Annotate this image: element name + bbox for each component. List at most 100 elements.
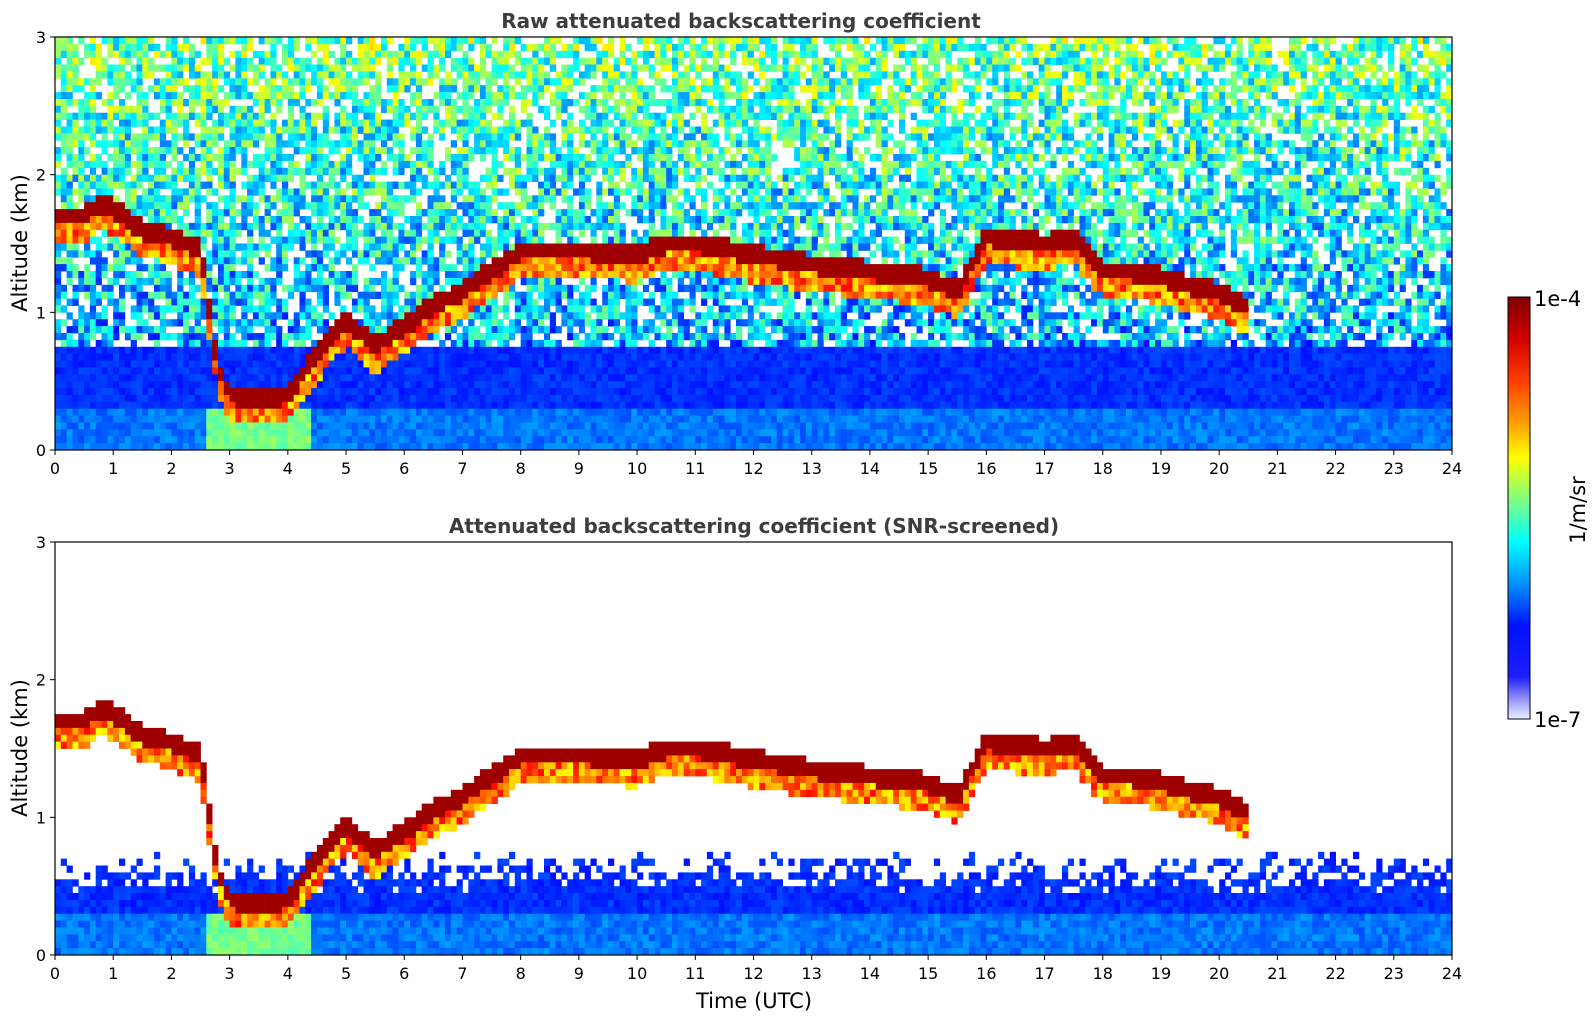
heat-cell xyxy=(357,394,364,403)
heat-cell xyxy=(322,250,329,258)
heat-cell xyxy=(474,119,481,127)
heat-cell xyxy=(293,140,300,148)
heat-cell xyxy=(78,99,85,107)
heat-cell xyxy=(433,291,440,299)
heat-cell xyxy=(264,195,271,203)
heat-cell xyxy=(497,126,504,134)
heat-cell xyxy=(357,37,364,45)
heat-cell xyxy=(445,305,452,313)
heat-cell xyxy=(608,119,615,127)
heat-cell xyxy=(177,388,184,396)
heat-cell xyxy=(561,209,568,217)
heat-cell xyxy=(136,436,143,444)
heat-cell xyxy=(252,181,260,189)
heat-cell xyxy=(625,339,632,348)
heat-cell xyxy=(514,436,521,444)
heat-cell xyxy=(468,216,475,224)
heat-cell xyxy=(229,443,236,451)
heat-cell xyxy=(415,401,423,410)
heat-cell xyxy=(78,360,85,368)
heat-cell xyxy=(410,408,417,416)
heat-cell xyxy=(404,326,411,334)
heat-cell xyxy=(410,346,417,355)
heat-cell xyxy=(299,181,306,189)
heat-cell xyxy=(561,394,568,403)
heat-cell xyxy=(468,339,475,348)
heat-cell xyxy=(200,37,207,45)
heat-cell xyxy=(578,264,586,272)
heat-cell xyxy=(479,37,487,45)
heat-cell xyxy=(55,105,62,114)
heat-cell xyxy=(503,436,510,444)
heat-cell xyxy=(450,119,457,127)
heat-cell xyxy=(95,188,102,196)
heat-cell xyxy=(509,71,516,79)
heat-cell xyxy=(613,312,620,320)
heat-cell xyxy=(578,339,586,348)
heat-cell xyxy=(398,236,405,244)
heat-cell xyxy=(439,284,446,293)
heat-cell xyxy=(72,415,79,423)
heat-cell xyxy=(468,43,475,52)
heat-cell xyxy=(462,112,469,120)
heat-cell xyxy=(509,209,516,217)
heat-cell xyxy=(305,43,312,52)
heat-cell xyxy=(625,388,632,396)
heat-cell xyxy=(479,319,487,327)
heat-cell xyxy=(474,71,481,79)
heat-cell xyxy=(596,408,603,416)
heat-cell xyxy=(357,298,364,306)
heat-cell xyxy=(258,367,265,375)
heat-cell xyxy=(421,174,428,182)
heat-cell xyxy=(613,305,620,313)
heat-cell xyxy=(84,415,91,423)
heat-cell xyxy=(520,339,527,348)
heat-cell xyxy=(282,195,289,203)
heat-cell xyxy=(276,326,283,334)
heat-cell xyxy=(427,105,434,114)
heat-cell xyxy=(456,126,463,134)
heat-cell xyxy=(212,57,219,65)
heat-cell xyxy=(415,264,423,272)
heat-cell xyxy=(119,298,126,306)
heat-cell xyxy=(218,339,225,348)
heat-cell xyxy=(223,147,230,155)
heat-cell xyxy=(72,422,79,430)
heat-cell xyxy=(66,415,73,423)
heat-cell xyxy=(375,339,382,348)
heat-cell xyxy=(608,291,615,299)
heat-cell xyxy=(171,333,178,341)
heat-cell xyxy=(328,367,335,375)
heat-cell xyxy=(270,222,277,231)
heat-cell xyxy=(363,374,370,382)
heat-cell xyxy=(212,415,219,423)
heat-cell xyxy=(218,50,225,59)
heat-cell xyxy=(206,222,213,231)
heat-cell xyxy=(433,394,440,403)
heat-cell xyxy=(427,367,434,375)
heat-cell xyxy=(514,394,521,403)
heat-cell xyxy=(410,277,417,286)
heat-cell xyxy=(427,388,434,396)
heat-cell xyxy=(252,353,260,361)
heat-cell xyxy=(305,436,312,444)
heat-cell xyxy=(305,443,312,451)
heat-cell xyxy=(287,394,294,403)
heat-cell xyxy=(328,160,335,169)
heat-cell xyxy=(188,229,196,237)
heat-cell xyxy=(410,401,417,410)
heat-cell xyxy=(177,222,184,231)
heat-cell xyxy=(305,264,312,272)
heat-cell xyxy=(596,250,603,258)
heat-cell xyxy=(206,360,213,368)
heat-cell xyxy=(252,140,260,148)
heat-cell xyxy=(136,312,143,320)
heat-cell xyxy=(346,319,353,327)
heat-cell xyxy=(130,37,137,45)
heat-cell xyxy=(113,105,120,114)
heat-cell xyxy=(165,105,172,114)
heat-cell xyxy=(340,140,347,148)
heat-cell xyxy=(270,277,277,286)
heat-cell xyxy=(608,422,615,430)
heat-cell xyxy=(84,381,91,389)
